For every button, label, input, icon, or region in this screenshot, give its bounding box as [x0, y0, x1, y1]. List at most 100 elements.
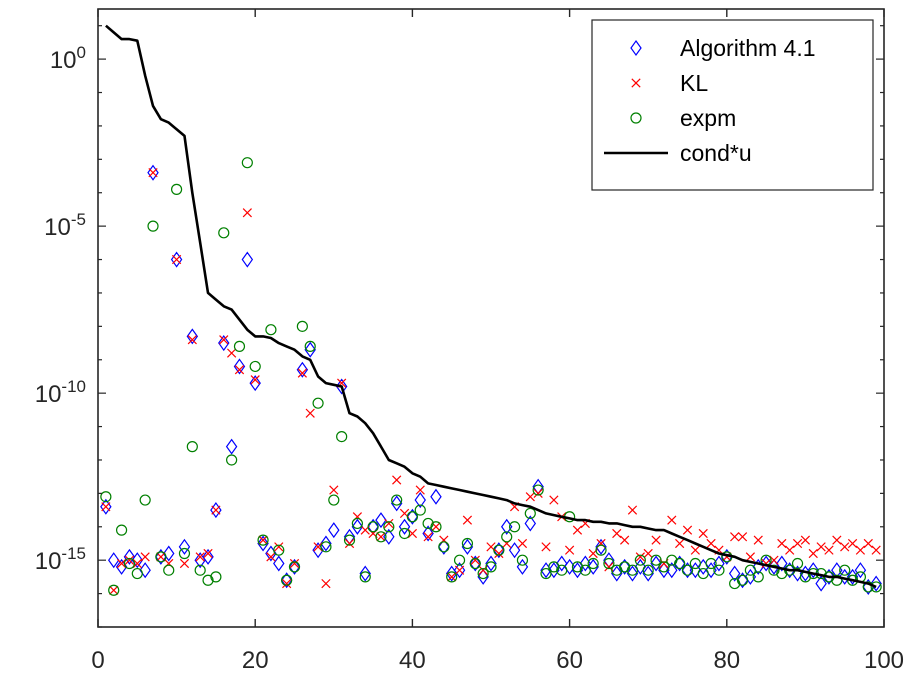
- point-expm-58: [548, 561, 560, 573]
- point-expm-47: [461, 537, 474, 550]
- point-kl-76-stroke-2: [690, 545, 700, 555]
- point-kl-55-stroke-2: [525, 492, 535, 502]
- point-kl-93: [824, 545, 834, 555]
- point-expm-10: [171, 183, 183, 195]
- point-expm-7: [147, 220, 159, 232]
- point-algorithm-4-1-16: [218, 335, 230, 352]
- point-kl-71-stroke-2: [651, 535, 661, 545]
- point-expm-43: [430, 521, 442, 533]
- point-algorithm-4-1-21: [257, 535, 269, 552]
- point-expm-82: [736, 574, 749, 586]
- legend-swatch-kl-stroke-2: [631, 78, 641, 88]
- point-algorithm-4-1-47: [461, 538, 474, 555]
- point-kl-54-stroke-2: [517, 538, 528, 549]
- point-algorithm-4-1-41: [414, 492, 426, 509]
- point-kl-56-stroke-2: [533, 488, 543, 499]
- point-kl-60-stroke-2: [564, 545, 575, 555]
- y-tick-base: 10: [50, 47, 77, 74]
- point-algorithm-4-1-72: [658, 562, 670, 579]
- point-kl-26: [297, 368, 307, 378]
- point-kl-96-stroke-2: [847, 538, 858, 549]
- point-algorithm-4-1-42: [422, 525, 434, 542]
- point-kl-15-stroke-2: [211, 505, 221, 515]
- point-expm-22: [265, 324, 277, 336]
- point-kl-69-stroke-2: [635, 552, 645, 562]
- point-algorithm-4-1-64: [595, 538, 607, 555]
- point-kl-57-stroke-2: [541, 542, 551, 552]
- point-kl-27-stroke-2: [305, 408, 315, 418]
- point-kl-30-stroke-2: [329, 485, 339, 495]
- legend-label-expm: expm: [680, 105, 736, 131]
- point-kl-5: [132, 558, 142, 569]
- point-algorithm-4-1-51: [493, 542, 505, 559]
- point-kl-12-stroke-2: [187, 335, 197, 345]
- point-expm-40: [406, 511, 418, 523]
- point-kl-1: [101, 502, 111, 512]
- point-algorithm-4-1-97: [854, 562, 867, 579]
- y-tick-exponent: -10: [61, 377, 86, 396]
- x-tick-label-0: 0: [91, 647, 104, 674]
- point-kl-3: [116, 558, 127, 569]
- point-kl-61: [572, 525, 583, 535]
- point-expm-30: [328, 494, 340, 506]
- point-kl-20: [250, 375, 260, 385]
- point-expm-77: [697, 567, 709, 580]
- point-algorithm-4-1-55: [524, 515, 537, 532]
- point-algorithm-4-1-14: [202, 548, 214, 565]
- point-expm-29: [320, 541, 332, 553]
- point-kl-24-stroke-2: [282, 578, 292, 589]
- point-expm-61: [571, 561, 584, 573]
- point-expm-86: [768, 564, 780, 576]
- point-kl-87: [777, 538, 787, 549]
- point-kl-2-stroke-2: [109, 585, 119, 595]
- point-expm-59: [556, 564, 568, 576]
- point-expm-53: [508, 521, 521, 533]
- point-kl-66: [612, 528, 622, 539]
- point-algorithm-4-1-24: [280, 572, 293, 589]
- point-expm-48: [469, 557, 481, 570]
- point-expm-44: [438, 541, 450, 553]
- point-kl-98-stroke-2: [863, 538, 873, 549]
- point-expm-38: [391, 494, 403, 506]
- point-expm-56: [532, 484, 544, 496]
- point-expm-70: [642, 564, 654, 576]
- point-expm-20: [249, 360, 261, 373]
- point-kl-20-stroke-2: [250, 375, 260, 385]
- point-kl-96: [847, 538, 858, 549]
- point-kl-6-stroke-2: [140, 552, 150, 562]
- point-kl-7: [148, 168, 158, 178]
- point-kl-23-stroke-2: [274, 542, 284, 552]
- point-algorithm-4-1-71: [650, 555, 662, 572]
- point-expm-33: [351, 517, 363, 530]
- point-kl-56: [533, 488, 543, 499]
- legend-swatch-expm: [630, 112, 642, 124]
- series-line-cond-u: [105, 24, 877, 589]
- point-expm-75: [681, 564, 694, 576]
- point-kl-58-stroke-2: [549, 495, 559, 505]
- point-expm-14: [202, 574, 214, 586]
- point-kl-80-stroke-2: [722, 552, 732, 562]
- series-cond-u: [105, 24, 877, 589]
- point-expm-9: [163, 564, 175, 576]
- legend-swatch-algorithm-4-1: [630, 39, 642, 57]
- point-expm-27: [304, 340, 316, 352]
- point-algorithm-4-1-53: [508, 542, 521, 559]
- point-algorithm-4-1-46: [453, 562, 466, 579]
- point-kl-38: [392, 475, 402, 485]
- point-kl-8-stroke-2: [156, 552, 166, 562]
- point-expm-83: [744, 564, 756, 576]
- point-algorithm-4-1-49: [477, 568, 489, 585]
- point-kl-83: [745, 552, 756, 562]
- point-kl-84-stroke-2: [753, 535, 763, 545]
- point-kl-58: [549, 495, 559, 505]
- point-expm-5: [131, 567, 143, 580]
- point-algorithm-4-1-30: [328, 522, 340, 539]
- point-kl-78-stroke-2: [706, 538, 716, 549]
- point-expm-35: [367, 521, 379, 533]
- point-algorithm-4-1-66: [611, 565, 623, 582]
- point-expm-18: [233, 340, 246, 352]
- point-algorithm-4-1-4: [123, 548, 136, 565]
- y-tick-exponent: 0: [77, 43, 86, 62]
- x-tick-label-100: 100: [864, 647, 904, 674]
